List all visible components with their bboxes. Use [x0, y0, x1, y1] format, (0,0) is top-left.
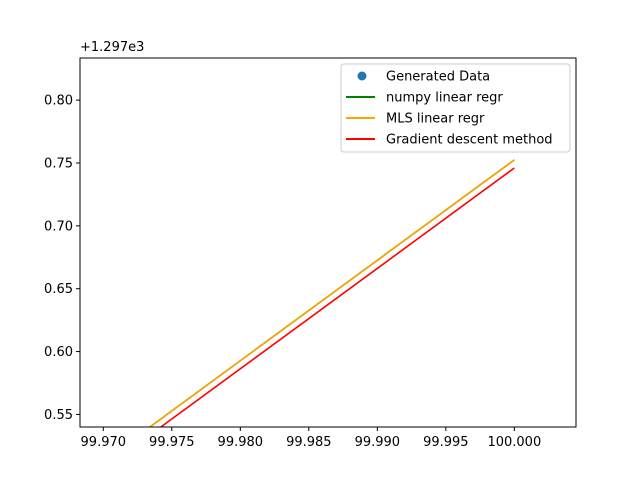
legend-label: Generated Data [386, 70, 490, 85]
series-line-2 [149, 159, 515, 427]
x-tick-label: 99.990 [355, 435, 401, 450]
legend-label: numpy linear regr [386, 91, 503, 106]
y-tick-label: 0.65 [44, 282, 73, 297]
series-line-3 [160, 167, 515, 427]
y-axis: 0.55 0.60 0.65 0.70 0.75 0.80 [44, 94, 80, 423]
y-tick-label: 0.60 [44, 345, 73, 360]
x-tick-label: 99.980 [218, 435, 264, 450]
y-tick-label: 0.80 [44, 94, 73, 109]
x-tick-label: 99.995 [423, 435, 469, 450]
x-tick-label: 99.970 [81, 435, 127, 450]
legend-marker [357, 71, 367, 81]
y-tick-label: 0.70 [44, 219, 73, 234]
x-axis: 99.970 99.975 99.980 99.985 99.990 99.995 100.… [81, 427, 541, 450]
axes-frame [79, 57, 577, 428]
legend: Generated Data numpy linear regr MLS linea… [340, 63, 571, 153]
x-tick-label: 99.975 [149, 435, 195, 450]
plot-area [149, 159, 515, 427]
y-tick-label: 0.75 [44, 156, 73, 171]
legend-label: Gradient descent method [386, 133, 553, 148]
legend-label: MLS linear regr [386, 112, 485, 127]
x-tick-label: 100.000 [487, 435, 541, 450]
y-tick-label: 0.55 [44, 408, 73, 423]
x-tick-label: 99.985 [286, 435, 332, 450]
y-offset-label: +1.297e3 [80, 40, 144, 55]
legend-box [340, 63, 571, 153]
